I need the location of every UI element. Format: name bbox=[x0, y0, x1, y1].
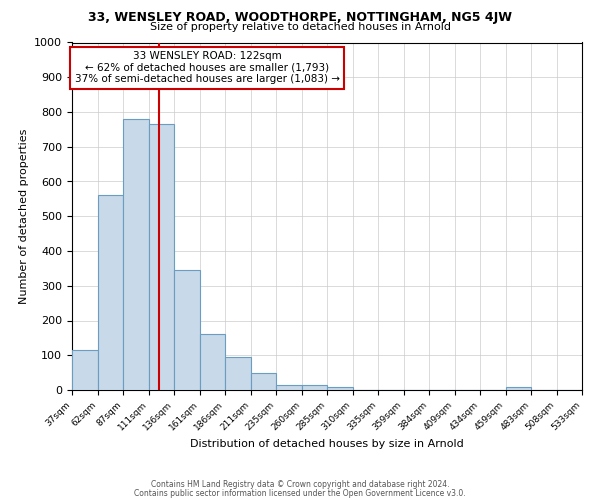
Bar bbox=[123, 119, 149, 390]
Text: Contains public sector information licensed under the Open Government Licence v3: Contains public sector information licen… bbox=[134, 488, 466, 498]
Bar bbox=[174, 270, 199, 390]
Bar bbox=[251, 372, 276, 390]
Bar bbox=[97, 196, 123, 390]
Text: 33, WENSLEY ROAD, WOODTHORPE, NOTTINGHAM, NG5 4JW: 33, WENSLEY ROAD, WOODTHORPE, NOTTINGHAM… bbox=[88, 11, 512, 24]
X-axis label: Distribution of detached houses by size in Arnold: Distribution of detached houses by size … bbox=[190, 439, 464, 449]
Y-axis label: Number of detached properties: Number of detached properties bbox=[19, 128, 29, 304]
Bar bbox=[72, 350, 97, 390]
Text: Contains HM Land Registry data © Crown copyright and database right 2024.: Contains HM Land Registry data © Crown c… bbox=[151, 480, 449, 489]
Bar bbox=[149, 124, 174, 390]
Bar bbox=[302, 385, 327, 390]
Bar bbox=[276, 385, 302, 390]
Bar bbox=[327, 386, 353, 390]
Text: 33 WENSLEY ROAD: 122sqm
← 62% of detached houses are smaller (1,793)
37% of semi: 33 WENSLEY ROAD: 122sqm ← 62% of detache… bbox=[74, 51, 340, 84]
Bar bbox=[199, 334, 225, 390]
Bar bbox=[505, 386, 531, 390]
Bar bbox=[225, 357, 251, 390]
Text: Size of property relative to detached houses in Arnold: Size of property relative to detached ho… bbox=[149, 22, 451, 32]
